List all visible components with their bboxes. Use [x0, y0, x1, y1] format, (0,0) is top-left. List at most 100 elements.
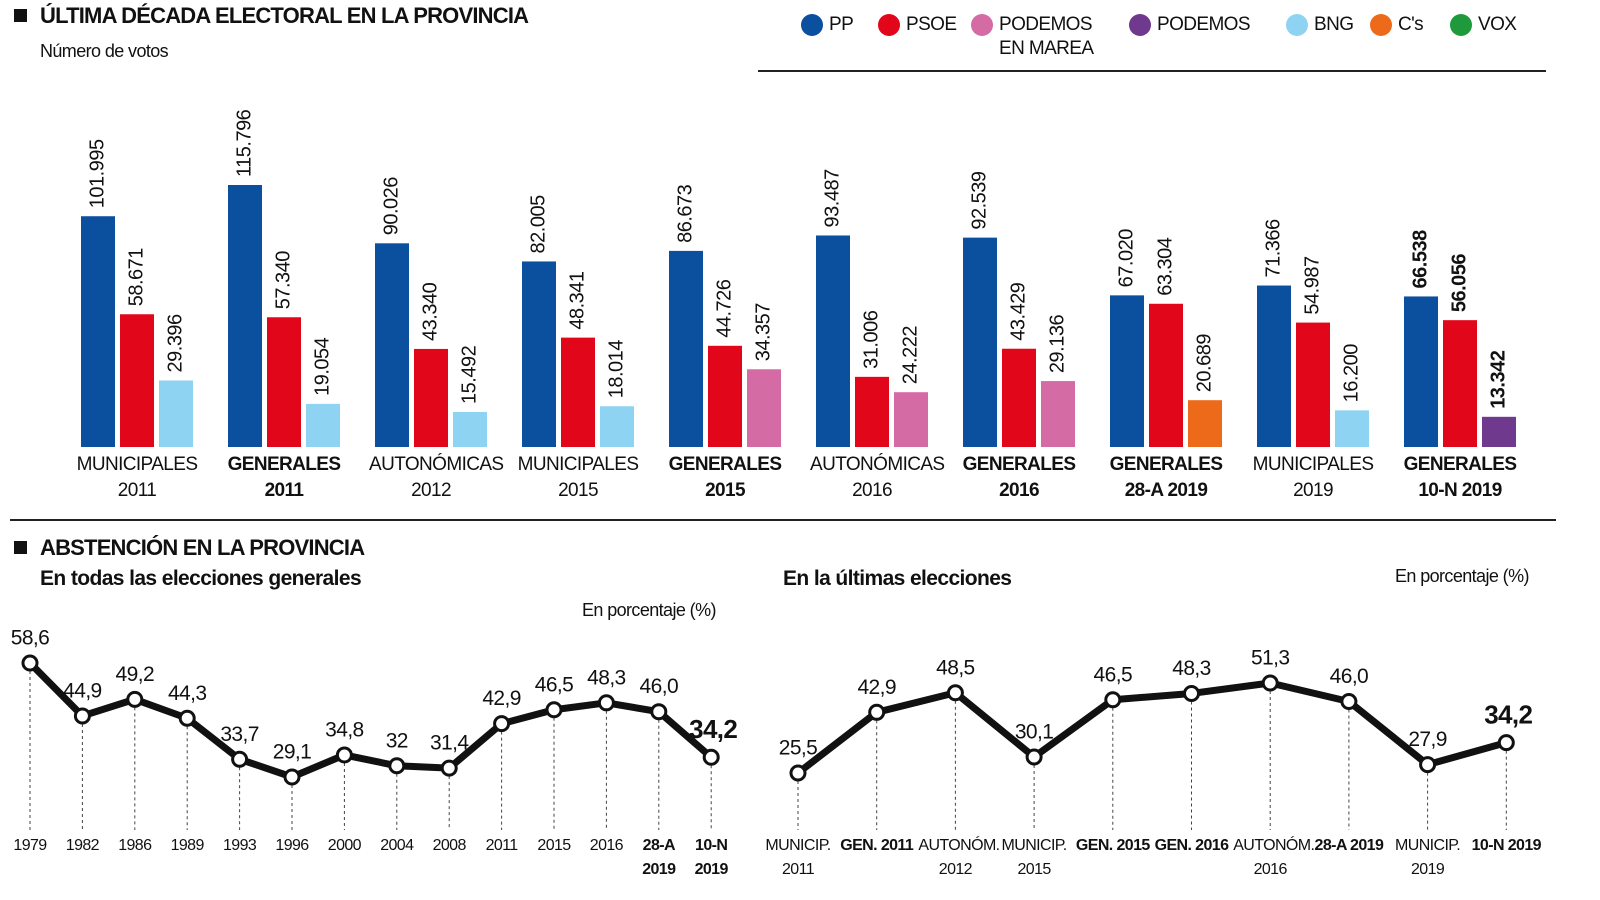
value-label: 24.222 — [899, 326, 921, 385]
value-label: 31,4 — [430, 732, 469, 755]
value-label: 13.342 — [1487, 350, 1509, 409]
point — [1419, 756, 1437, 774]
value-label: 19.054 — [311, 337, 333, 396]
point — [1261, 674, 1279, 692]
bar — [414, 348, 448, 447]
legend-label: BNG — [1314, 14, 1354, 35]
point — [702, 748, 720, 766]
bar — [81, 216, 115, 447]
category-label: MUNICIP. 2015 — [1001, 837, 1068, 878]
category-label: 1982 — [65, 837, 100, 854]
category-label: GEN. 2011 — [840, 837, 914, 854]
legend-label: VOX — [1478, 14, 1517, 35]
point — [73, 707, 91, 725]
bar — [453, 411, 487, 447]
value-label: 44,9 — [63, 679, 101, 702]
bar — [1149, 303, 1183, 447]
category-label: 2015 — [537, 837, 571, 854]
category-label: GEN. 2015 — [1075, 837, 1150, 854]
bar — [1110, 295, 1144, 447]
value-label: 67.020 — [1115, 229, 1137, 288]
value-label: 46,0 — [640, 675, 678, 698]
value-label: 43.429 — [1007, 282, 1029, 341]
value-label: 30,1 — [1015, 721, 1053, 744]
value-label: 18.014 — [605, 340, 627, 399]
legend-label: C's — [1398, 14, 1424, 35]
category-label: AUTONÓM. 2012 — [918, 837, 1000, 878]
category-label: MUNICIP. 2019 — [1395, 837, 1461, 878]
legend-label: PP — [829, 14, 854, 35]
chart-title: En la últimas elecciones — [783, 567, 1012, 590]
legend-label: PODEMOS EN MAREA — [999, 14, 1094, 59]
category-label: GEN. 2016 — [1154, 837, 1229, 854]
category-label: 1986 — [118, 837, 152, 854]
bar — [1188, 400, 1222, 447]
value-label: 15.492 — [458, 345, 480, 404]
legend-swatch — [878, 14, 900, 36]
bar — [1296, 322, 1330, 447]
category-label: GENERALES 2015 — [668, 454, 782, 501]
point — [789, 764, 807, 782]
bar — [1257, 285, 1291, 447]
bar — [522, 261, 556, 447]
category-label: 28-A 2019 — [642, 837, 676, 878]
value-label: 16.200 — [1340, 344, 1362, 403]
bar — [600, 406, 634, 447]
value-label: 46,5 — [535, 673, 573, 696]
title: ÚLTIMA DÉCADA ELECTORAL EN LA PROVINCIA — [40, 3, 529, 28]
legend-label: PSOE — [906, 14, 957, 35]
legend-swatch — [971, 14, 993, 36]
value-label: 25,5 — [779, 737, 817, 760]
bar — [267, 317, 301, 447]
category-label: 2016 — [589, 837, 624, 854]
point — [388, 757, 406, 775]
bar — [855, 376, 889, 447]
bar — [1404, 296, 1438, 447]
value-label: 29.396 — [164, 314, 186, 373]
value-label: 44,3 — [168, 682, 206, 705]
point — [178, 709, 196, 727]
category-label: GENERALES 28-A 2019 — [1109, 454, 1223, 501]
legend-swatch — [1450, 14, 1472, 36]
category-label: MUNICIP. 2011 — [765, 837, 831, 878]
value-label: 44.726 — [713, 279, 735, 338]
bar — [894, 392, 928, 447]
point — [21, 654, 39, 672]
value-label: 51,3 — [1251, 647, 1289, 670]
value-label: 34.357 — [752, 303, 774, 362]
legend-swatch — [1370, 14, 1392, 36]
value-label: 101.995 — [86, 139, 108, 208]
value-label: 48,3 — [587, 666, 625, 689]
chart-title: En todas las elecciones generales — [40, 567, 362, 590]
value-label: 33,7 — [220, 723, 258, 746]
legend-swatch — [1129, 14, 1151, 36]
category-label: 2000 — [327, 837, 362, 854]
bar — [1335, 410, 1369, 447]
point — [335, 746, 353, 764]
category-label: AUTONÓMICAS 2016 — [810, 454, 945, 501]
value-label: 48,5 — [936, 656, 974, 679]
value-label: 71.366 — [1262, 219, 1284, 278]
bullet — [14, 9, 27, 22]
value-label: 48,3 — [1172, 657, 1210, 680]
bar — [228, 185, 262, 447]
point — [493, 715, 511, 733]
category-label: 2004 — [380, 837, 414, 854]
value-label: 46,5 — [1094, 663, 1132, 686]
bar — [1002, 348, 1036, 447]
category-label: GENERALES 2016 — [962, 454, 1076, 501]
value-label: 48.341 — [566, 271, 588, 330]
bar — [375, 243, 409, 447]
value-label: 58.671 — [125, 248, 147, 307]
value-label: 29,1 — [273, 741, 311, 764]
point — [868, 703, 886, 721]
category-label: MUNICIPALES 2019 — [1252, 454, 1374, 501]
value-label: 42,9 — [857, 676, 895, 699]
bar — [306, 403, 340, 447]
value-label: 90.026 — [380, 177, 402, 236]
point — [1104, 691, 1122, 709]
value-label: 115.796 — [233, 109, 255, 177]
value-label: 27,9 — [1408, 728, 1446, 751]
category-label: AUTONÓM. 2016 — [1233, 837, 1315, 878]
